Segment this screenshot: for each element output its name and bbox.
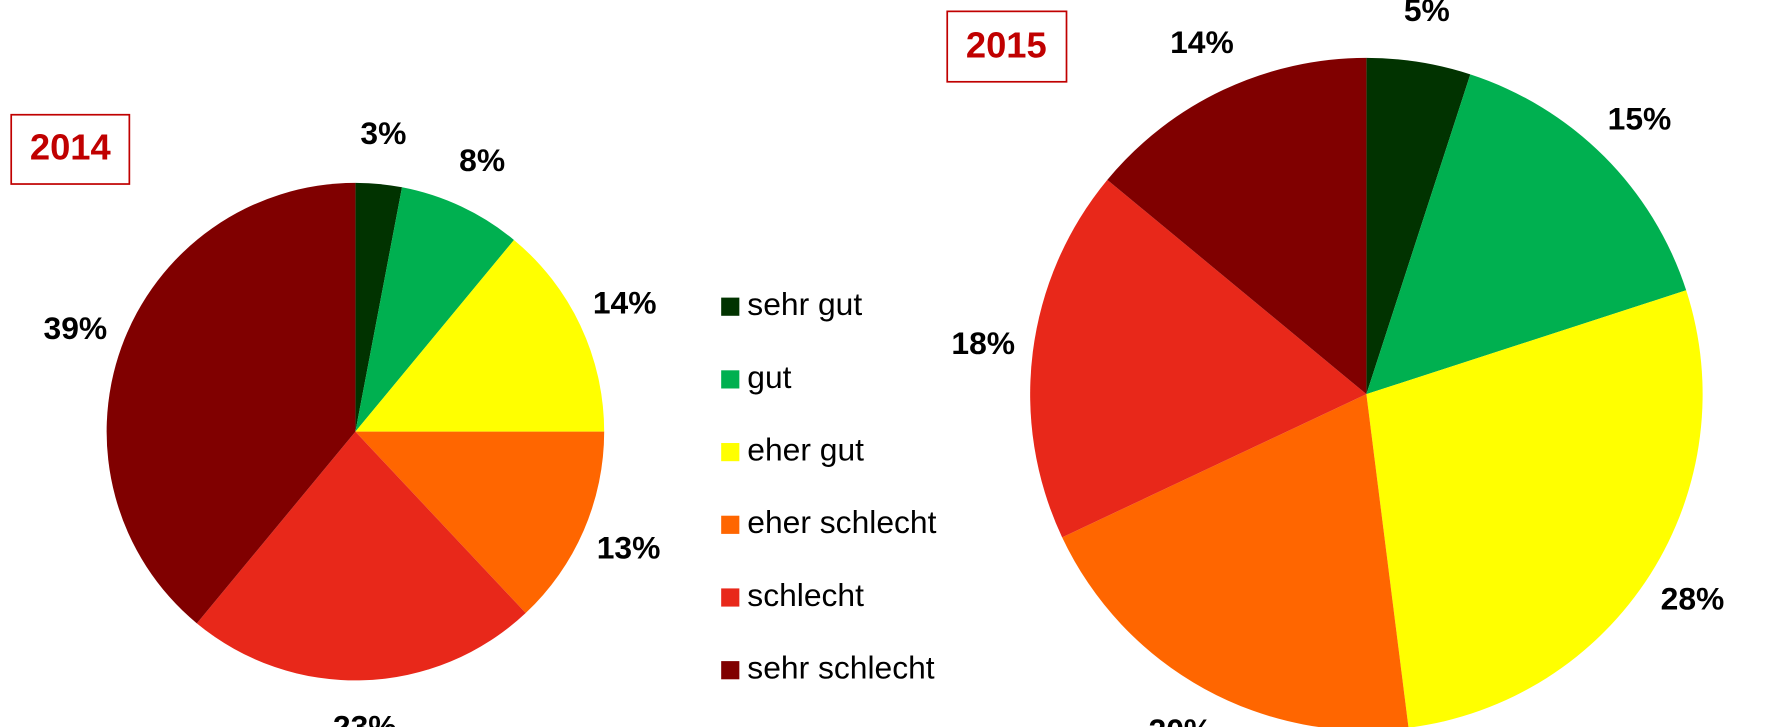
legend-swatch: [721, 443, 740, 462]
pie-slice: [1062, 394, 1409, 727]
pie-slice: [355, 187, 514, 432]
data-label: 13%: [597, 529, 661, 565]
legend-label: schlecht: [747, 577, 864, 613]
data-label: 15%: [1608, 100, 1672, 136]
data-label: 3%: [360, 115, 406, 151]
pie-slice: [1107, 57, 1367, 395]
legend-label: gut: [747, 359, 791, 395]
legend-label: eher schlecht: [747, 504, 936, 540]
legend-label: sehr schlecht: [747, 650, 935, 686]
data-label: 28%: [1661, 581, 1725, 617]
pie-slice: [1366, 290, 1703, 727]
pie-slice: [1366, 57, 1471, 395]
title-box: [946, 10, 1068, 83]
pie-slice: [196, 431, 526, 681]
chart-title: 2015: [966, 24, 1047, 65]
data-label: 39%: [44, 310, 108, 346]
pie-slice: [106, 182, 356, 624]
legend-swatch: [721, 588, 740, 607]
data-label: 8%: [459, 142, 505, 178]
data-label: 14%: [1170, 24, 1234, 60]
data-label: 5%: [1404, 0, 1450, 28]
legend-swatch: [721, 661, 740, 680]
pie-slice: [355, 182, 403, 432]
legend-swatch: [721, 370, 740, 389]
pie-slice: [1030, 179, 1367, 538]
legend-swatch: [721, 515, 740, 534]
legend-label: eher gut: [747, 432, 864, 468]
pie-slice: [355, 431, 605, 614]
legend-swatch: [721, 297, 740, 316]
data-label: 23%: [333, 709, 397, 727]
data-label: 20%: [1149, 712, 1213, 727]
chart-title: 2014: [30, 127, 112, 168]
legend-label: sehr gut: [747, 286, 862, 322]
pie-slice: [355, 239, 605, 432]
data-label: 18%: [951, 325, 1015, 361]
title-box: [10, 113, 131, 185]
pie-slice: [1366, 74, 1687, 395]
data-label: 14%: [593, 284, 657, 320]
